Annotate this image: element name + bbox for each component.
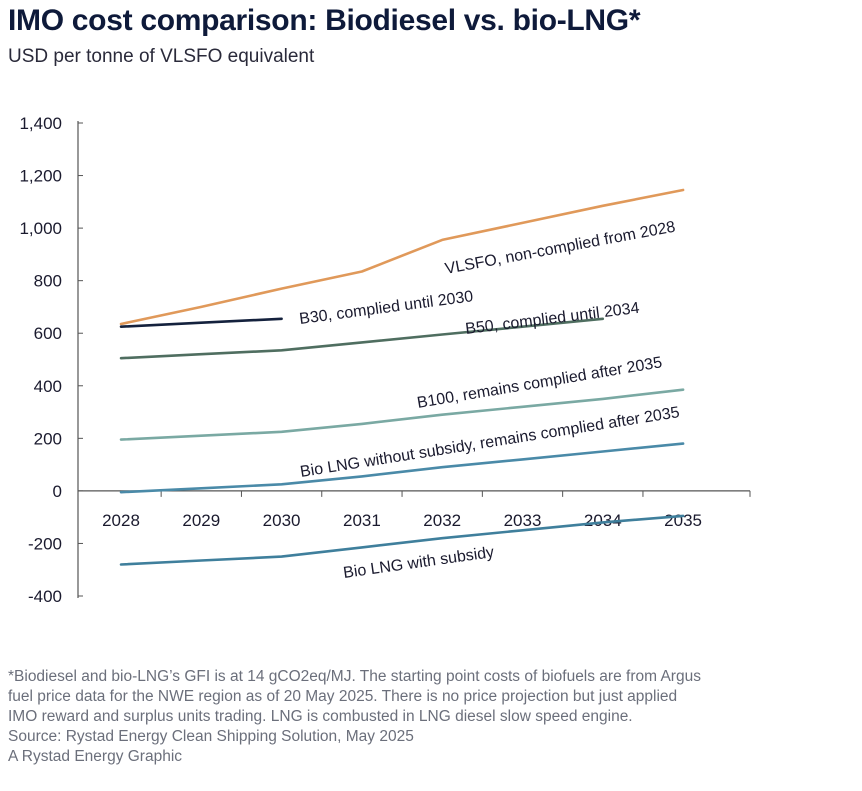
chart-axes: -400 -200 0 200 400 600 800 1,000 1,200 1,400 2028… xyxy=(19,114,751,606)
y-tick-label: 600 xyxy=(34,324,62,343)
x-tick-label: 2035 xyxy=(664,511,702,530)
line-chart: -400 -200 0 200 400 600 800 1,000 1,200 1,400 2028… xyxy=(19,114,751,606)
x-tick-label: 2029 xyxy=(182,511,220,530)
series-line xyxy=(119,388,685,441)
x-tick-label: 2033 xyxy=(504,511,542,530)
chart-title: IMO cost comparison: Biodiesel vs. bio-L… xyxy=(8,4,641,37)
y-tick-label: -400 xyxy=(28,587,62,606)
series-label: Bio LNG without subsidy, remains complie… xyxy=(299,404,681,481)
credit-text: A Rystad Energy Graphic xyxy=(8,748,183,765)
series-line xyxy=(119,188,685,326)
y-tick-label: 1,400 xyxy=(19,114,62,133)
footnote-line: fuel price data for the NWE region as of… xyxy=(8,688,678,705)
x-tick-label: 2030 xyxy=(263,511,301,530)
series-line xyxy=(119,317,283,329)
footnote-line: *Biodiesel and bio-LNG’s GFI is at 14 gC… xyxy=(8,668,701,685)
x-tick-label: 2032 xyxy=(423,511,461,530)
y-tick-label: 1,200 xyxy=(19,167,62,186)
chart-footer: *Biodiesel and bio-LNG’s GFI is at 14 gC… xyxy=(8,667,848,767)
source-text: Source: Rystad Energy Clean Shipping Sol… xyxy=(8,728,414,745)
y-tick-label: 1,000 xyxy=(19,219,62,238)
y-tick-label: 200 xyxy=(34,429,62,448)
y-tick-label: 400 xyxy=(34,377,62,396)
y-tick-label: 0 xyxy=(53,482,62,501)
series-label: B30, complied until 2030 xyxy=(298,288,474,328)
y-tick-label: 800 xyxy=(34,272,62,291)
series-label: Bio LNG with subsidy xyxy=(342,544,495,582)
y-tick-label: -200 xyxy=(28,534,62,553)
series-label: B50, complied until 2034 xyxy=(464,300,640,338)
series-line xyxy=(119,317,605,360)
chart-subtitle: USD per tonne of VLSFO equivalent xyxy=(8,46,315,67)
footnote-line: IMO reward and surplus units trading. LN… xyxy=(8,708,633,725)
x-tick-label: 2034 xyxy=(584,511,622,530)
x-tick-label: 2031 xyxy=(343,511,381,530)
series-lines xyxy=(119,188,685,566)
series-line xyxy=(119,442,685,494)
series-label: VLSFO, non-complied from 2028 xyxy=(444,219,677,278)
series-label: B100, remains complied after 2035 xyxy=(416,354,664,412)
x-tick-label: 2028 xyxy=(102,511,140,530)
series-line xyxy=(119,514,685,566)
